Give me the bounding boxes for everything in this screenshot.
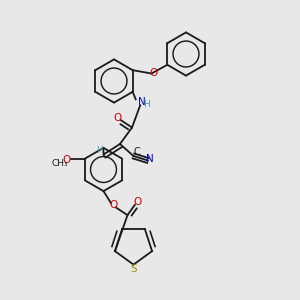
Text: N: N — [146, 154, 154, 164]
Text: N: N — [138, 97, 146, 107]
Text: O: O — [133, 196, 142, 207]
Text: H: H — [97, 146, 103, 155]
Text: C: C — [134, 147, 140, 158]
Text: O: O — [149, 68, 157, 78]
Text: S: S — [130, 263, 137, 274]
Text: H: H — [143, 100, 150, 109]
Text: CH₃: CH₃ — [52, 159, 68, 168]
Text: O: O — [63, 155, 71, 165]
Text: O: O — [113, 112, 121, 123]
Text: O: O — [110, 200, 118, 211]
